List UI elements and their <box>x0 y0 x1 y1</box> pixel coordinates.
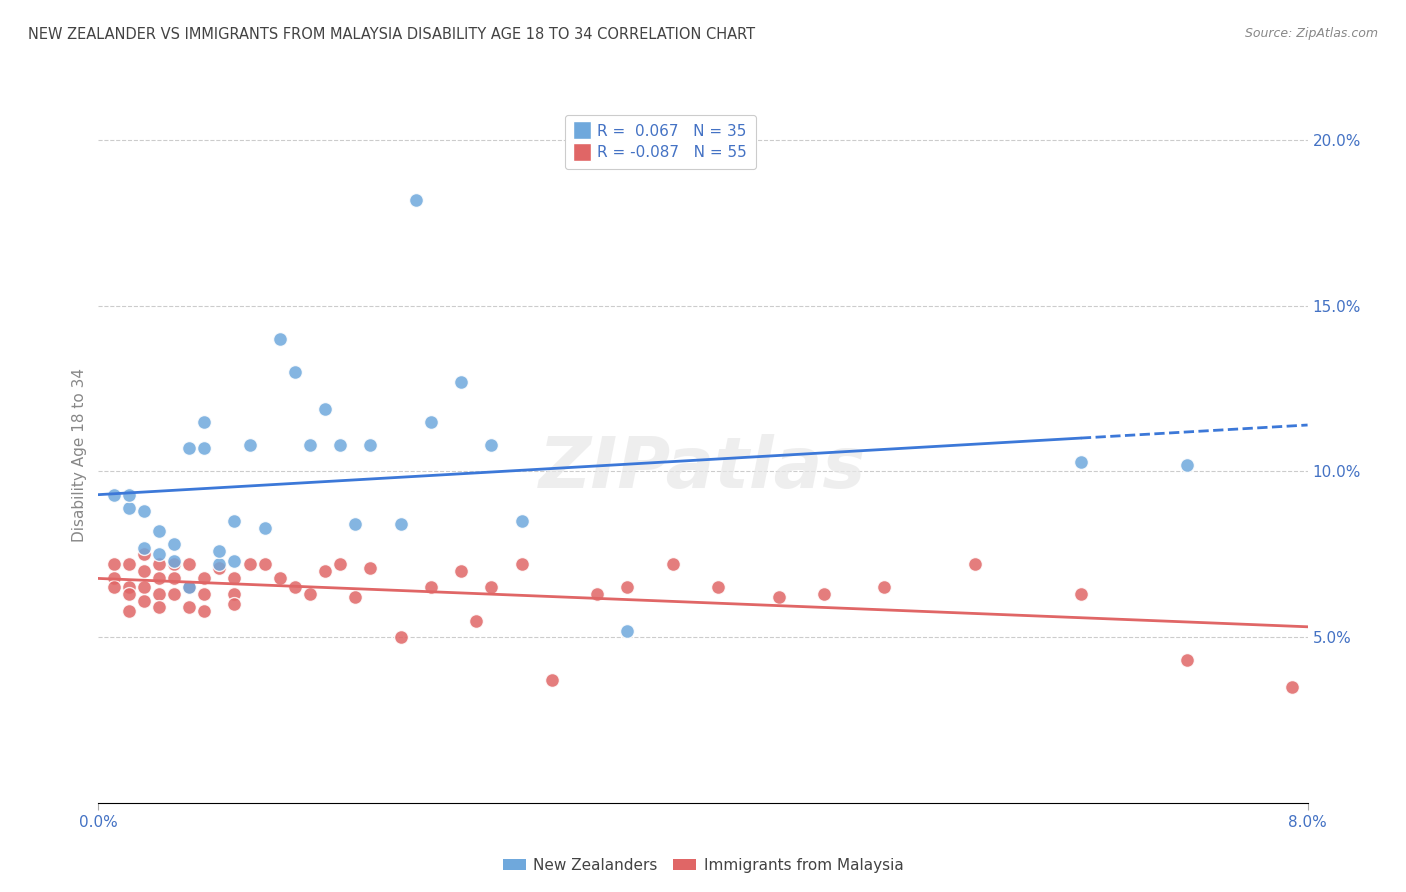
Point <box>344 517 367 532</box>
Point <box>389 517 412 532</box>
Point <box>103 570 125 584</box>
Text: ZIPatlas: ZIPatlas <box>540 434 866 503</box>
Point <box>707 581 730 595</box>
Point <box>768 591 790 605</box>
Point <box>239 558 262 572</box>
Point <box>662 558 685 572</box>
Point <box>329 558 352 572</box>
Point <box>163 537 186 551</box>
Point <box>118 581 141 595</box>
Point <box>224 554 246 568</box>
Point <box>360 438 382 452</box>
Point <box>132 541 155 555</box>
Point <box>132 564 155 578</box>
Point <box>1175 458 1198 472</box>
Legend: New Zealanders, Immigrants from Malaysia: New Zealanders, Immigrants from Malaysia <box>496 852 910 879</box>
Point <box>148 558 170 572</box>
Point <box>103 488 125 502</box>
Point <box>148 587 170 601</box>
Point <box>616 624 638 638</box>
Point <box>224 597 246 611</box>
Point <box>314 564 336 578</box>
Point <box>873 581 896 595</box>
Point <box>299 587 322 601</box>
Point <box>314 401 336 416</box>
Text: NEW ZEALANDER VS IMMIGRANTS FROM MALAYSIA DISABILITY AGE 18 TO 34 CORRELATION CH: NEW ZEALANDER VS IMMIGRANTS FROM MALAYSI… <box>28 27 755 42</box>
Point <box>510 514 533 528</box>
Point <box>103 558 125 572</box>
Point <box>163 587 186 601</box>
Point <box>118 500 141 515</box>
Point <box>1281 680 1303 694</box>
Point <box>465 614 488 628</box>
Point <box>132 547 155 561</box>
Point <box>813 587 835 601</box>
Point <box>208 560 231 574</box>
Point <box>239 438 262 452</box>
Point <box>420 581 443 595</box>
Point <box>481 438 503 452</box>
Point <box>179 581 201 595</box>
Point <box>224 570 246 584</box>
Point <box>541 673 564 688</box>
Point <box>163 554 186 568</box>
Point <box>360 560 382 574</box>
Point <box>208 558 231 572</box>
Point <box>193 442 215 456</box>
Point <box>179 442 201 456</box>
Point <box>118 587 141 601</box>
Point <box>1070 454 1092 468</box>
Point <box>118 604 141 618</box>
Point <box>269 332 291 346</box>
Point <box>510 558 533 572</box>
Point <box>132 581 155 595</box>
Point <box>179 558 201 572</box>
Point <box>329 438 352 452</box>
Point <box>179 600 201 615</box>
Point <box>148 524 170 538</box>
Point <box>208 544 231 558</box>
Point <box>481 581 503 595</box>
Point <box>148 547 170 561</box>
Point <box>118 558 141 572</box>
Point <box>389 630 412 644</box>
Point <box>224 587 246 601</box>
Point <box>193 604 215 618</box>
Point <box>253 521 276 535</box>
Point <box>179 581 201 595</box>
Text: Source: ZipAtlas.com: Source: ZipAtlas.com <box>1244 27 1378 40</box>
Point <box>405 193 427 207</box>
Point <box>148 600 170 615</box>
Point <box>450 564 472 578</box>
Point <box>586 587 609 601</box>
Point <box>253 558 276 572</box>
Point <box>450 375 472 389</box>
Point <box>269 570 291 584</box>
Point <box>148 570 170 584</box>
Y-axis label: Disability Age 18 to 34: Disability Age 18 to 34 <box>72 368 87 542</box>
Point <box>103 581 125 595</box>
Point <box>193 415 215 429</box>
Point <box>132 593 155 607</box>
Point <box>118 488 141 502</box>
Point <box>163 570 186 584</box>
Point <box>1070 587 1092 601</box>
Point <box>163 558 186 572</box>
Point <box>284 365 307 379</box>
Point <box>965 558 987 572</box>
Point <box>132 504 155 518</box>
Point <box>299 438 322 452</box>
Point <box>284 581 307 595</box>
Point <box>420 415 443 429</box>
Point <box>193 587 215 601</box>
Point <box>344 591 367 605</box>
Point <box>616 581 638 595</box>
Point <box>224 514 246 528</box>
Point <box>1175 653 1198 667</box>
Point <box>193 570 215 584</box>
